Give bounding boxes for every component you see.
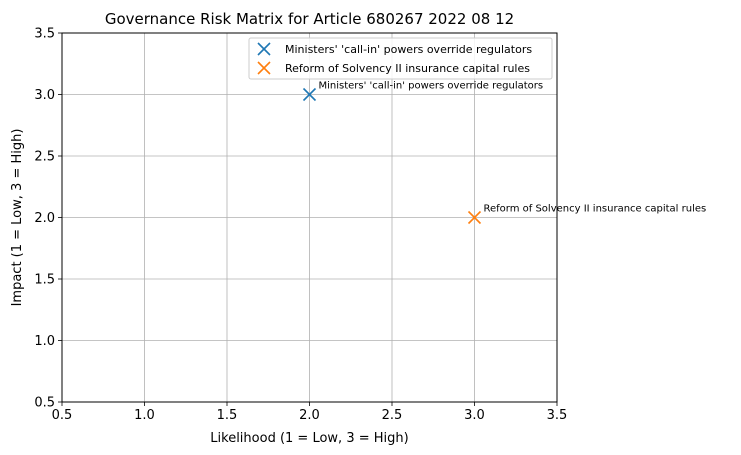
y-tick-label: 2.0 bbox=[34, 211, 55, 226]
y-tick-label: 2.5 bbox=[34, 150, 55, 165]
x-tick-label: 1.5 bbox=[217, 408, 238, 423]
x-tick-label: 2.5 bbox=[382, 408, 403, 423]
x-axis-label: Likelihood (1 = Low, 3 = High) bbox=[210, 431, 408, 446]
x-tick-label: 0.5 bbox=[52, 408, 73, 423]
x-tick-label: 3.5 bbox=[547, 408, 568, 423]
x-tick-label: 2.0 bbox=[299, 408, 320, 423]
point-annotations: Ministers' 'call-in' powers override reg… bbox=[319, 81, 707, 215]
y-tick-label: 0.5 bbox=[34, 396, 55, 411]
legend-marker bbox=[257, 61, 271, 75]
point-annotation: Reform of Solvency II insurance capital … bbox=[484, 204, 707, 215]
plot-area bbox=[61, 32, 558, 403]
x-tick-label: 1.0 bbox=[134, 408, 155, 423]
legend-marker bbox=[257, 42, 271, 56]
axis-ticks: 0.5 1.0 1.5 2.0 2.5 3.0 3.5 0.5 1.0 1.5 2.0 2.5 3.0 3… bbox=[34, 27, 567, 424]
legend-box bbox=[248, 37, 553, 80]
y-tick-label: 1.5 bbox=[34, 273, 55, 288]
y-tick-label: 3.0 bbox=[34, 88, 55, 103]
legend: Ministers' 'call-in' powers override reg… bbox=[248, 37, 553, 80]
data-points bbox=[302, 87, 482, 225]
data-point-marker bbox=[302, 87, 317, 102]
x-tick-label: 3.0 bbox=[464, 408, 485, 423]
y-axis-label: Impact (1 = Low, 3 = High) bbox=[10, 129, 25, 307]
data-point-marker bbox=[467, 210, 482, 225]
point-annotation: Ministers' 'call-in' powers override reg… bbox=[319, 81, 544, 92]
legend-entry-label: Reform of Solvency II insurance capital … bbox=[285, 62, 530, 75]
legend-entry-label: Ministers' 'call-in' powers override reg… bbox=[285, 43, 532, 56]
y-tick-label: 3.5 bbox=[34, 27, 55, 42]
y-tick-label: 1.0 bbox=[34, 334, 55, 349]
chart-title: Governance Risk Matrix for Article 68026… bbox=[105, 10, 514, 28]
